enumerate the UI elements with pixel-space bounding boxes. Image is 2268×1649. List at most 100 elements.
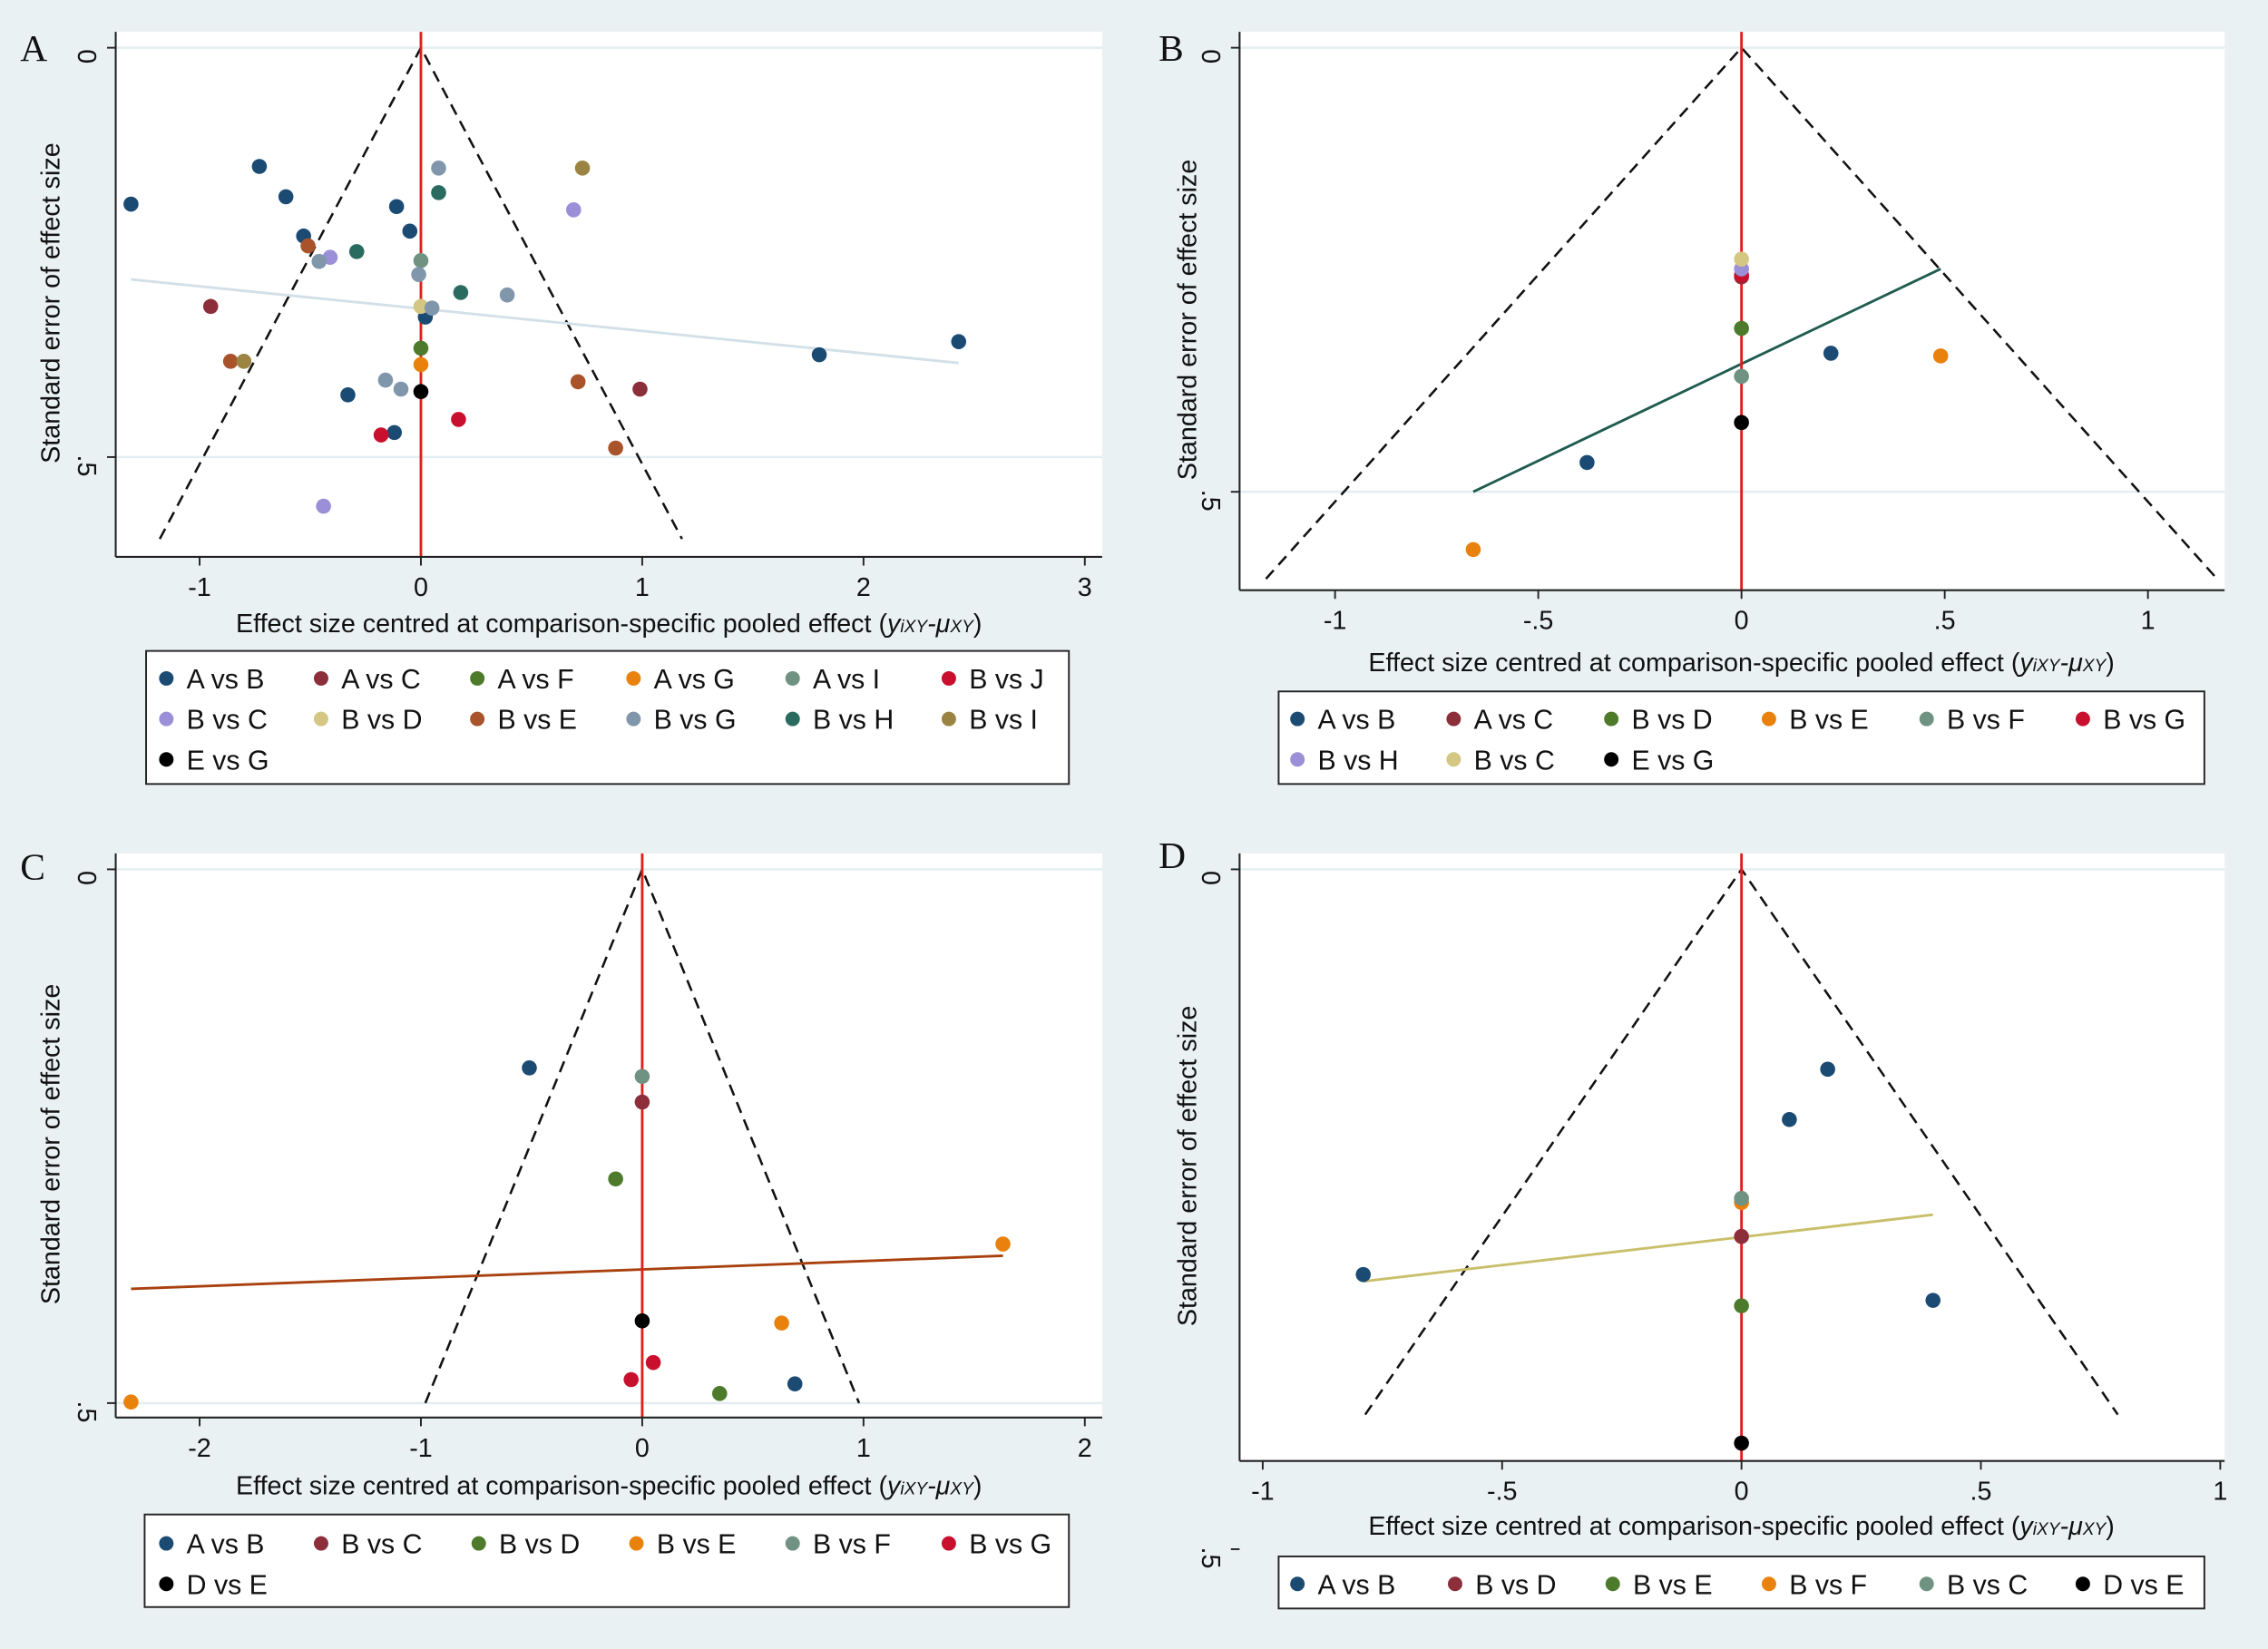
data-point-a-vs-b xyxy=(951,334,967,349)
x-tick-label: .5 xyxy=(1970,1478,1992,1507)
regression-line xyxy=(1363,1213,1933,1283)
data-point-b-vs-d xyxy=(1734,1228,1749,1244)
data-point-a-vs-c xyxy=(632,381,648,397)
x-tick-label: -1 xyxy=(188,573,211,602)
panel-letter: D xyxy=(1158,834,1186,876)
x-axis-title-part: Effect size centred at comparison-specif… xyxy=(1368,649,2019,678)
x-tick-label: -1 xyxy=(409,1434,433,1463)
data-point-a-vs-b xyxy=(340,387,356,403)
legend-item: B vs E xyxy=(470,706,577,736)
legend-item: B vs G xyxy=(2075,706,2185,736)
legend-marker xyxy=(1604,711,1619,727)
x-tick-label: 1 xyxy=(2213,1478,2227,1507)
x-tick-label: 0 xyxy=(1735,607,1749,636)
y-tick-label: .5 xyxy=(1196,490,1225,512)
legend-label: B vs F xyxy=(1947,706,2025,736)
data-point-a-vs-b xyxy=(787,1376,803,1392)
data-point-a-vs-g xyxy=(413,356,429,373)
panel-letter: A xyxy=(20,27,47,69)
legend-item: B vs F xyxy=(1761,1570,1867,1600)
legend-label: B vs C xyxy=(341,1530,422,1560)
data-point-a-vs-b xyxy=(402,223,418,239)
legend-marker xyxy=(626,711,641,727)
legend-box xyxy=(145,649,1070,785)
legend-item: A vs F xyxy=(470,665,574,695)
legend-label: B vs C xyxy=(1947,1570,2028,1600)
x-tick-label: 1 xyxy=(856,1434,871,1463)
data-point-b-vs-e xyxy=(1734,1298,1749,1313)
x-tick-label: 0 xyxy=(1735,1478,1749,1507)
legend-label: B vs D xyxy=(499,1530,580,1560)
legend-item: B vs D xyxy=(313,706,422,736)
x-axis-title-part: y xyxy=(885,1471,902,1500)
x-axis-title-part: ) xyxy=(2106,1512,2115,1541)
legend-marker xyxy=(1290,752,1305,767)
data-point-a-vs-b xyxy=(1820,1061,1835,1078)
legend-label: A vs B xyxy=(187,665,265,695)
legend-label: B vs J xyxy=(969,665,1043,695)
data-point-b-vs-c xyxy=(1734,1190,1749,1206)
legend-marker xyxy=(313,1536,328,1551)
data-point-b-vs-d xyxy=(608,1171,623,1187)
x-axis-title-part: Effect size centred at comparison-specif… xyxy=(1368,1512,2019,1541)
data-point-b-vs-e xyxy=(222,354,239,369)
legend-item: E vs G xyxy=(1604,746,1714,776)
y-tick-label: 0 xyxy=(1196,871,1225,885)
plot-area xyxy=(115,853,1102,1418)
legend-marker xyxy=(1605,1576,1620,1592)
legend-marker xyxy=(159,1576,174,1592)
legend-label: B vs C xyxy=(1474,746,1555,776)
legend-marker xyxy=(626,670,641,686)
y-tick-label: .5 xyxy=(72,455,101,477)
legend-label: D vs E xyxy=(187,1570,268,1600)
legend-item: B vs J xyxy=(941,665,1044,695)
data-point-a-vs-b xyxy=(1782,1111,1797,1127)
panel-letter: C xyxy=(20,846,45,888)
data-point-b-vs-g xyxy=(377,372,394,388)
legend-item: A vs B xyxy=(159,665,265,695)
legend-item: B vs E xyxy=(629,1530,736,1560)
panel-letter: B xyxy=(1158,27,1184,69)
legend-item: A vs C xyxy=(1446,706,1553,736)
data-point-e-vs-g xyxy=(1734,415,1749,431)
data-point-a-vs-b xyxy=(278,189,294,205)
regression-line xyxy=(1472,268,1941,493)
x-axis-title: Effect size centred at comparison-specif… xyxy=(1368,1512,2114,1541)
x-axis-title-part: iXY xyxy=(2033,1520,2061,1539)
y-tick-label: 0 xyxy=(72,49,101,63)
x-tick-label: 1 xyxy=(2141,607,2156,636)
legend-label: A vs C xyxy=(1474,706,1554,736)
data-point-b-vs-f xyxy=(634,1068,650,1085)
x-axis-title-part: -μ xyxy=(2060,649,2084,678)
legend-marker xyxy=(159,670,174,686)
data-point-b-vs-f xyxy=(1734,368,1749,385)
legend-item: A vs C xyxy=(313,665,421,695)
legend-label: A vs B xyxy=(187,1530,265,1560)
legend-marker xyxy=(785,670,800,686)
legend-marker xyxy=(1761,711,1776,727)
legend-marker xyxy=(1761,1576,1776,1592)
legend-label: B vs E xyxy=(497,706,577,736)
data-point-a-vs-f xyxy=(413,340,429,356)
legend-item: B vs G xyxy=(626,706,737,736)
x-axis-title-part: iXY xyxy=(900,1479,928,1498)
data-point-b-vs-c xyxy=(316,498,331,514)
x-axis-title-part: XY xyxy=(2082,657,2107,676)
legend-item: A vs B xyxy=(1290,706,1395,736)
y-tick-label: 0 xyxy=(72,871,101,885)
data-point-b-vs-i xyxy=(236,354,252,369)
legend-label: B vs D xyxy=(1631,706,1712,736)
panel-c: -2 -1 0 1 2 0 .5 Standard error of effect size E… xyxy=(20,846,1102,1608)
data-point-b-vs-e xyxy=(1465,542,1481,558)
legend-item: B vs D xyxy=(1447,1570,1556,1600)
x-axis-title-part: y xyxy=(885,610,902,639)
data-point-b-vs-g xyxy=(499,287,515,303)
legend-item: A vs B xyxy=(1290,1570,1395,1600)
legend-label: B vs E xyxy=(1633,1570,1713,1600)
x-axis-title-part: ) xyxy=(973,1471,982,1500)
data-point-b-vs-h xyxy=(431,185,446,200)
data-point-b-vs-h xyxy=(348,244,365,259)
legend-item: D vs E xyxy=(159,1570,268,1600)
data-point-b-vs-e xyxy=(123,1394,139,1410)
x-axis-title-part: -μ xyxy=(2060,1512,2084,1541)
